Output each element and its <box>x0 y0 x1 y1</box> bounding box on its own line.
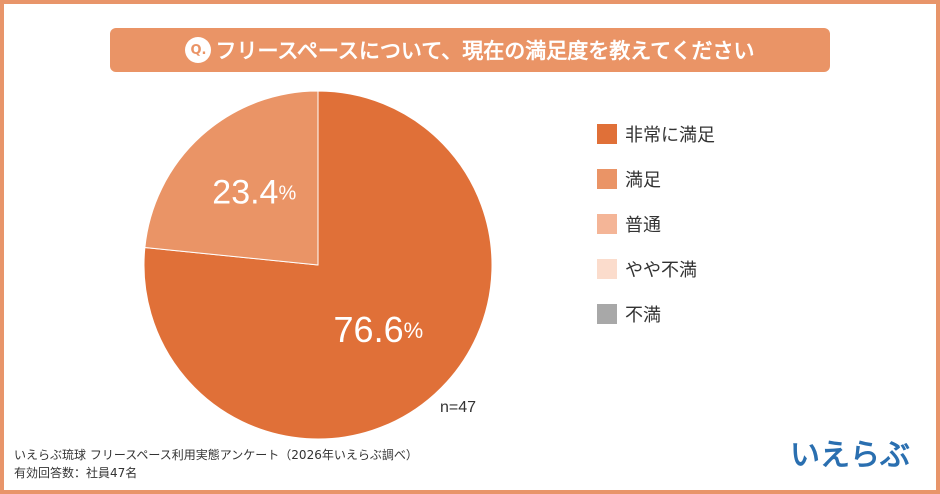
legend-swatch <box>597 213 617 234</box>
question-badge: Q. <box>185 37 212 63</box>
legend-swatch <box>597 123 617 144</box>
legend-item-neutral: 普通 <box>597 212 715 236</box>
legend: 非常に満足 満足 普通 やや不満 不満 <box>597 122 715 347</box>
legend-item-dissatisfied: 不満 <box>597 302 715 326</box>
legend-label: 満足 <box>625 169 661 191</box>
data-label-satisfied: 23.4% <box>212 174 296 212</box>
legend-label: やや不満 <box>625 259 697 281</box>
legend-label: 不満 <box>625 304 661 326</box>
legend-item-very-satisfied: 非常に満足 <box>597 122 715 146</box>
legend-label: 普通 <box>625 214 661 236</box>
question-text: フリースペースについて、現在の満足度を教えてください <box>215 39 755 63</box>
legend-item-satisfied: 満足 <box>597 167 715 191</box>
logo-wordmark: いえらぶ <box>790 438 910 473</box>
slice-satisfied <box>144 90 319 266</box>
data-label-very-satisfied: 76.6% <box>334 308 424 349</box>
source-line-2: 有効回答数：社員47名 <box>14 466 138 480</box>
source-line-1: いえらぶ琉球 フリースペース利用実態アンケート（2026年いえらぶ調べ） <box>14 448 418 462</box>
legend-item-somewhat-dissatisfied: やや不満 <box>597 257 715 281</box>
question-header: Q. フリースペースについて、現在の満足度を教えてください <box>110 28 830 72</box>
legend-label: 非常に満足 <box>625 124 715 146</box>
ierabu-logo: いえらぶ <box>784 433 916 474</box>
legend-swatch <box>597 258 617 279</box>
source-note: いえらぶ琉球 フリースペース利用実態アンケート（2026年いえらぶ調べ） 有効回… <box>14 446 418 482</box>
sample-size-label: n=47 <box>440 399 477 416</box>
legend-swatch <box>597 303 617 324</box>
legend-swatch <box>597 168 617 189</box>
